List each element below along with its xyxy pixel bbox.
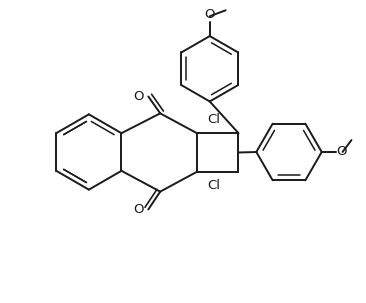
Text: O: O bbox=[205, 8, 215, 21]
Text: Cl: Cl bbox=[207, 179, 220, 192]
Text: O: O bbox=[133, 203, 143, 216]
Text: O: O bbox=[337, 145, 347, 158]
Text: Cl: Cl bbox=[207, 113, 220, 126]
Text: O: O bbox=[133, 90, 143, 103]
